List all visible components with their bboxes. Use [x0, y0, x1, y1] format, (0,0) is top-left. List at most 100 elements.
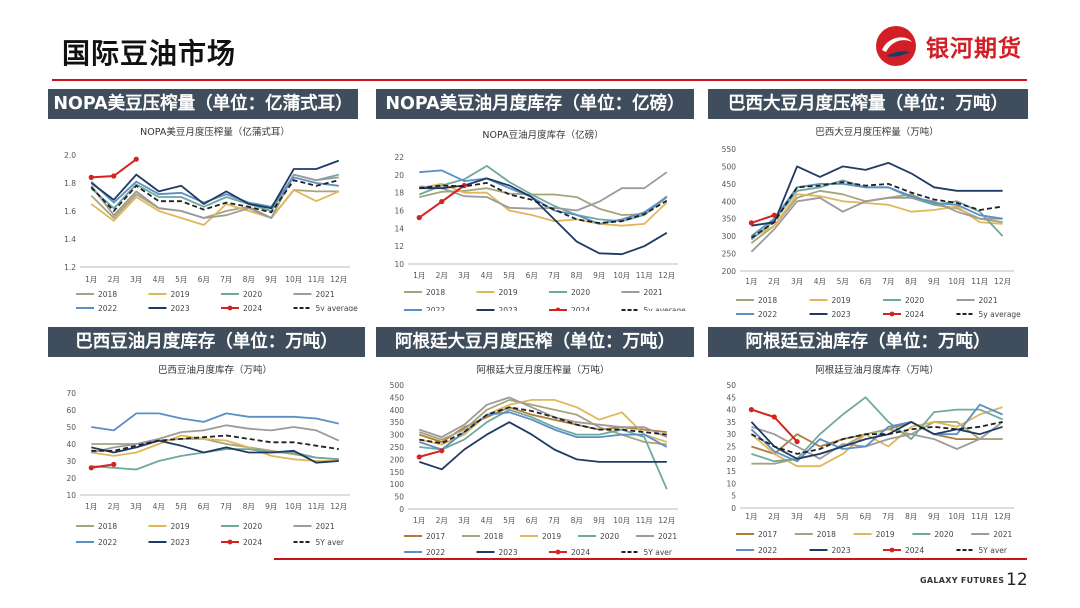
x-tick-label: 8月 — [243, 275, 255, 284]
series-line-5y-average — [419, 182, 668, 224]
panel-argentina-crush: 阿根廷大豆月度压榨（单位：万吨） 阿根廷大豆月度压榨量（万吨） 0 50 100 150… — [376, 327, 701, 557]
y-tick-label: 550 — [722, 145, 737, 154]
panel-header: 巴西大豆月度压榨量（单位：万吨） — [708, 89, 1028, 119]
legend-label: 2018 — [98, 290, 117, 299]
legend-label: 2022 — [426, 548, 445, 557]
legend-label: 5y average — [979, 310, 1022, 319]
series-point-2024 — [748, 407, 755, 413]
series-line-2022 — [91, 412, 339, 432]
legend-label: 2020 — [571, 288, 590, 297]
x-tick-label: 12月 — [658, 271, 675, 280]
x-tick-label: 1月 — [745, 512, 757, 521]
x-tick-label: 8月 — [905, 512, 917, 521]
x-tick-label: 12月 — [994, 277, 1011, 286]
x-tick-label: 12月 — [330, 275, 347, 284]
y-tick-label: 50 — [66, 423, 76, 432]
chart-title: 巴西豆油月度库存（万吨） — [158, 364, 272, 376]
x-tick-label: 10月 — [948, 277, 965, 286]
series-line-5Y-aver — [750, 421, 1003, 455]
legend-label: 2019 — [171, 290, 190, 299]
chart-title: NOPA美豆月度压榨量（亿蒲式耳） — [140, 126, 290, 138]
x-tick-label: 5月 — [837, 277, 849, 286]
chart-argentina-crush: 阿根廷大豆月度压榨量（万吨） 0 50 100 150 200 250 300 350 400 45… — [390, 364, 678, 557]
legend-swatch-dot — [227, 305, 233, 311]
legend-label: 2019 — [542, 532, 561, 541]
series-point-2024 — [439, 198, 445, 205]
legend-label: 2019 — [832, 296, 851, 305]
x-tick-label: 1月 — [745, 277, 757, 286]
chart-title: NOPA豆油月度库存（亿磅） — [482, 129, 603, 141]
panel-header: NOPA美豆压榨量（单位：亿蒲式耳） — [48, 89, 358, 119]
x-tick-label: 3月 — [458, 271, 470, 280]
y-tick-label: 1.4 — [64, 235, 76, 244]
y-tick-label: 20 — [66, 474, 76, 483]
y-tick-label: 350 — [722, 215, 737, 224]
series-line-2024 — [419, 449, 443, 458]
series-point-2024 — [133, 156, 139, 162]
y-tick-label: 30 — [726, 430, 736, 439]
x-tick-label: 4月 — [814, 277, 826, 286]
panel-header: 阿根廷豆油库存（单位：万吨） — [708, 327, 1028, 357]
y-tick-label: 10 — [394, 260, 404, 269]
x-tick-label: 10月 — [613, 271, 630, 280]
legend-label: 2020 — [905, 296, 924, 305]
y-tick-label: 50 — [394, 493, 404, 502]
legend-swatch-dot — [555, 549, 561, 555]
y-tick-label: 70 — [66, 389, 76, 398]
x-tick-label: 4月 — [153, 275, 165, 284]
series-line-2019 — [750, 406, 1003, 468]
panel-brazil-oil-stock: 巴西豆油月度库存（单位：万吨） 巴西豆油月度库存（万吨） 10 20 30 40 50 60… — [48, 327, 373, 549]
x-tick-label: 11月 — [308, 502, 325, 511]
x-tick-label: 5月 — [503, 271, 515, 280]
company-logo: 银河期货 — [872, 22, 1022, 70]
legend-label: 2020 — [600, 532, 619, 541]
x-tick-label: 7月 — [220, 502, 232, 511]
legend-label: 2021 — [316, 522, 335, 531]
x-tick-label: 11月 — [971, 277, 988, 286]
chart-brazil-crush: 巴西大豆月度压榨量（万吨） 200 250 300 350 400 450 500 550 1月 2… — [722, 126, 1022, 319]
x-tick-label: 8月 — [571, 516, 583, 525]
y-tick-label: 40 — [66, 440, 76, 449]
series-point-2024 — [111, 461, 117, 467]
x-tick-label: 6月 — [198, 502, 210, 511]
series-point-2024 — [88, 465, 94, 471]
legend-label: 5y average — [316, 304, 359, 311]
x-tick-label: 1月 — [413, 271, 425, 280]
legend-label: 2020 — [243, 290, 262, 299]
legend-label: 5Y aver — [979, 546, 1008, 555]
x-tick-label: 1月 — [85, 275, 97, 284]
x-tick-label: 6月 — [526, 516, 538, 525]
y-tick-label: 450 — [722, 180, 737, 189]
legend-label: 2022 — [98, 538, 117, 547]
series-line-2024 — [91, 463, 114, 469]
series-line-2022 — [419, 169, 668, 225]
panel-header: NOPA美豆油月度库存（单位：亿磅） — [376, 89, 694, 119]
legend-label: 2022 — [758, 546, 777, 555]
x-tick-label: 3月 — [130, 275, 142, 284]
y-tick-label: 25 — [726, 443, 736, 452]
x-tick-label: 2月 — [436, 271, 448, 280]
panel-header: 巴西豆油月度库存（单位：万吨） — [48, 327, 365, 357]
legend-swatch-dot — [555, 307, 561, 311]
footer-brand: GALAXY FUTURES — [920, 576, 1005, 585]
legend-label: 2022 — [758, 310, 777, 319]
series-line-2021 — [750, 196, 1003, 253]
panel-argentina-oil-stock: 阿根廷豆油库存（单位：万吨） 阿根廷豆油月度库存（万吨） 0 5 10 15 20 25 30… — [708, 327, 1033, 555]
series-line-2021 — [90, 173, 339, 219]
panel-nopa-oil-stock: NOPA美豆油月度库存（单位：亿磅） NOPA豆油月度库存（亿磅） 10 12 14 1… — [376, 89, 701, 311]
legend-label: 2021 — [316, 290, 335, 299]
x-tick-label: 5月 — [175, 502, 187, 511]
y-tick-label: 16 — [394, 207, 404, 216]
series-line-2024 — [751, 214, 775, 224]
x-tick-label: 8月 — [243, 502, 255, 511]
chart-title: 阿根廷豆油月度库存（万吨） — [815, 364, 939, 376]
x-tick-label: 6月 — [198, 275, 210, 284]
x-tick-label: 2月 — [436, 516, 448, 525]
y-tick-label: 15 — [726, 467, 736, 476]
x-tick-label: 5月 — [175, 275, 187, 284]
x-tick-label: 11月 — [308, 275, 325, 284]
legend-label: 2017 — [758, 530, 777, 539]
legend-label: 2024 — [243, 304, 262, 311]
series-line-2022 — [750, 183, 1003, 237]
